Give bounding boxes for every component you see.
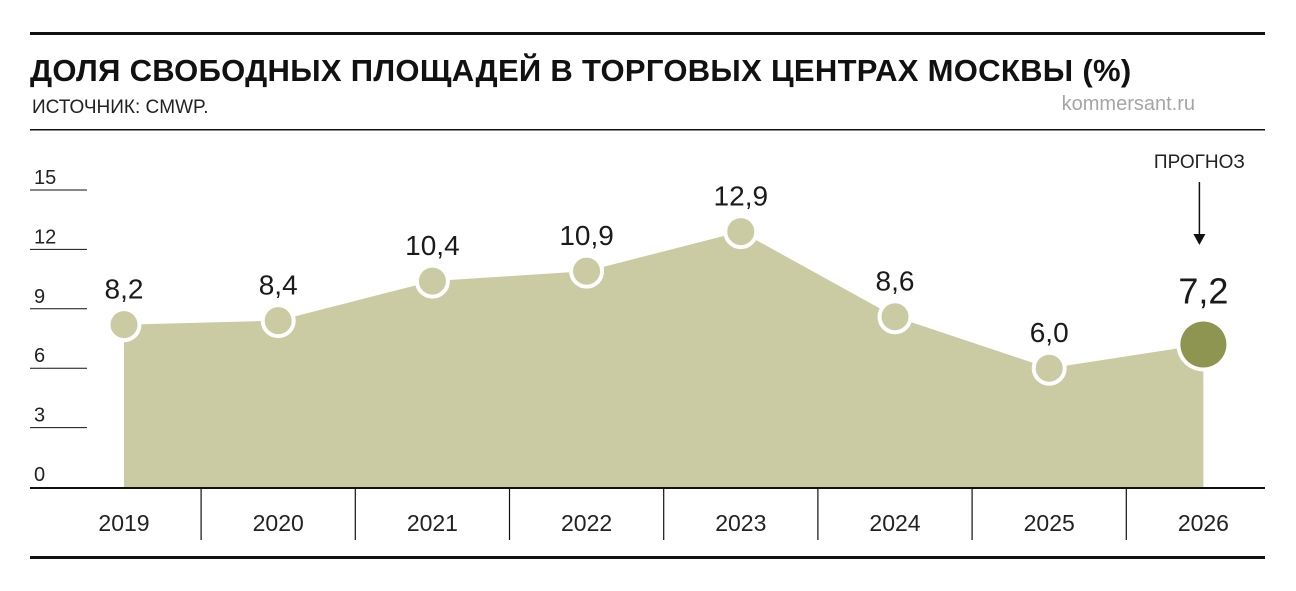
bottom-rule	[30, 556, 1265, 559]
y-tick-label: 15	[34, 167, 56, 189]
y-tick-label: 9	[34, 286, 45, 308]
data-label: 6,0	[1030, 317, 1069, 348]
data-label: 8,4	[259, 270, 298, 301]
data-label: 8,2	[105, 274, 144, 305]
forecast-annotation: ПРОГНОЗ	[1154, 152, 1245, 173]
data-label: 7,2	[1178, 270, 1228, 311]
x-tick-label: 2024	[869, 510, 920, 536]
x-tick-label: 2026	[1178, 510, 1229, 536]
forecast-arrow-head	[1193, 234, 1206, 245]
x-tick-label: 2020	[253, 510, 304, 536]
category-axis: 2019 2020 2021 2022 2023 2024 2025 2026	[98, 489, 1229, 540]
forecast-point	[1180, 321, 1227, 368]
data-point	[1031, 350, 1067, 386]
data-label: 8,6	[876, 266, 915, 297]
header-divider	[30, 129, 1265, 131]
data-point	[569, 253, 605, 289]
chart-source: ИСТОЧНИК: CMWP.	[32, 97, 209, 118]
data-point	[106, 307, 142, 343]
y-tick-label: 3	[34, 405, 45, 427]
data-label: 12,9	[714, 181, 769, 212]
data-point	[260, 303, 296, 339]
x-tick-label: 2023	[715, 510, 766, 536]
area-series	[124, 231, 1204, 487]
y-tick-label: 12	[34, 226, 56, 248]
x-tick-label: 2025	[1024, 510, 1075, 536]
brand-label: kommersant.ru	[1062, 93, 1195, 115]
data-label: 10,9	[559, 220, 614, 251]
y-tick-label: 0	[34, 464, 45, 486]
chart-title: ДОЛЯ СВОБОДНЫХ ПЛОЩАДЕЙ В ТОРГОВЫХ ЦЕНТР…	[30, 52, 1131, 88]
y-tick-label: 6	[34, 345, 45, 367]
data-point	[723, 214, 759, 250]
data-point	[414, 263, 450, 299]
x-axis-line	[30, 487, 1265, 489]
data-point	[877, 299, 913, 335]
x-tick-label: 2019	[98, 510, 149, 536]
x-tick-label: 2022	[561, 510, 612, 536]
data-label: 10,4	[405, 230, 460, 261]
plot-area: 0 3 6 9 12 15 8,2 8,4 10,4 10,9 12,9 8,6 6,0 7,2 ПРОГН…	[30, 152, 1245, 487]
x-tick-label: 2021	[407, 510, 458, 536]
top-rule	[30, 32, 1265, 35]
